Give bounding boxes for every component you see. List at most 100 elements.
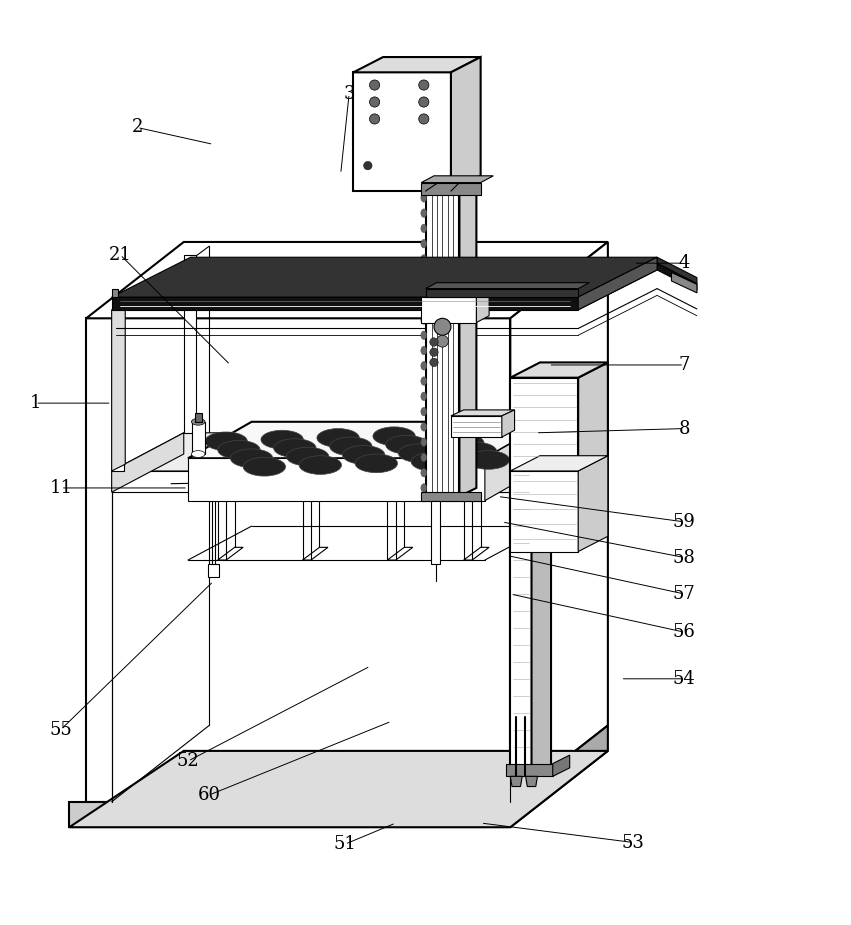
Ellipse shape <box>421 423 426 431</box>
Polygon shape <box>69 802 511 827</box>
Ellipse shape <box>355 454 397 473</box>
Text: 3: 3 <box>344 84 355 103</box>
Polygon shape <box>421 176 494 182</box>
Ellipse shape <box>299 456 341 475</box>
Text: 55: 55 <box>49 721 72 739</box>
Polygon shape <box>421 492 481 500</box>
Text: 8: 8 <box>678 420 690 438</box>
Ellipse shape <box>421 285 426 294</box>
Ellipse shape <box>421 240 426 248</box>
Circle shape <box>369 80 380 90</box>
Ellipse shape <box>274 438 316 457</box>
Polygon shape <box>426 283 589 289</box>
Text: 53: 53 <box>622 833 645 852</box>
Polygon shape <box>426 289 578 297</box>
Polygon shape <box>111 303 125 471</box>
Ellipse shape <box>191 418 205 426</box>
Text: 11: 11 <box>49 479 72 497</box>
Polygon shape <box>657 264 697 290</box>
Polygon shape <box>192 422 205 454</box>
Polygon shape <box>431 500 440 564</box>
Text: 54: 54 <box>673 670 695 688</box>
Polygon shape <box>188 422 549 458</box>
Polygon shape <box>578 264 657 310</box>
Polygon shape <box>302 548 328 560</box>
Polygon shape <box>460 182 477 497</box>
Ellipse shape <box>386 436 428 454</box>
Circle shape <box>369 97 380 107</box>
Polygon shape <box>208 564 219 577</box>
Polygon shape <box>511 725 608 827</box>
Text: 7: 7 <box>678 356 690 374</box>
Ellipse shape <box>421 453 426 462</box>
Polygon shape <box>218 548 243 560</box>
Ellipse shape <box>373 426 415 446</box>
Polygon shape <box>421 297 477 323</box>
Polygon shape <box>111 433 184 492</box>
Polygon shape <box>578 363 608 471</box>
Polygon shape <box>502 410 515 437</box>
Text: 56: 56 <box>673 623 695 641</box>
Ellipse shape <box>454 442 497 461</box>
Circle shape <box>363 161 372 170</box>
Polygon shape <box>111 289 118 297</box>
Polygon shape <box>387 548 413 560</box>
Circle shape <box>434 318 451 335</box>
Polygon shape <box>353 72 451 191</box>
Polygon shape <box>111 471 523 492</box>
Ellipse shape <box>317 428 359 447</box>
Ellipse shape <box>243 457 286 476</box>
Polygon shape <box>578 456 608 551</box>
Text: 59: 59 <box>673 512 695 531</box>
Ellipse shape <box>421 209 426 217</box>
Ellipse shape <box>421 315 426 325</box>
Polygon shape <box>511 363 608 377</box>
Ellipse shape <box>467 450 510 469</box>
Polygon shape <box>426 191 460 497</box>
Polygon shape <box>657 257 697 284</box>
Polygon shape <box>111 297 578 310</box>
Ellipse shape <box>421 392 426 401</box>
Circle shape <box>419 80 429 90</box>
Polygon shape <box>69 751 608 827</box>
Ellipse shape <box>205 432 248 450</box>
Ellipse shape <box>421 438 426 447</box>
Circle shape <box>437 335 448 347</box>
Polygon shape <box>451 410 515 416</box>
Text: 2: 2 <box>131 118 143 137</box>
Polygon shape <box>451 57 481 191</box>
Circle shape <box>430 348 438 356</box>
Ellipse shape <box>421 193 426 202</box>
Polygon shape <box>86 242 608 318</box>
Polygon shape <box>195 413 203 422</box>
Polygon shape <box>511 456 608 471</box>
Text: 1: 1 <box>30 394 41 413</box>
Circle shape <box>430 358 438 366</box>
Polygon shape <box>111 310 124 471</box>
Ellipse shape <box>421 468 426 477</box>
Ellipse shape <box>191 450 205 457</box>
Polygon shape <box>353 57 481 72</box>
Ellipse shape <box>421 301 426 309</box>
Text: 52: 52 <box>177 752 199 771</box>
Polygon shape <box>526 776 538 786</box>
Text: 60: 60 <box>197 786 220 804</box>
Circle shape <box>430 338 438 346</box>
Polygon shape <box>485 422 549 500</box>
Polygon shape <box>511 377 578 471</box>
Polygon shape <box>464 548 489 560</box>
Ellipse shape <box>329 437 372 456</box>
Ellipse shape <box>442 434 484 452</box>
Polygon shape <box>671 273 697 293</box>
Ellipse shape <box>261 430 303 449</box>
Polygon shape <box>511 776 523 786</box>
Polygon shape <box>511 471 532 776</box>
Polygon shape <box>506 764 553 776</box>
Ellipse shape <box>421 270 426 278</box>
Ellipse shape <box>421 224 426 232</box>
Polygon shape <box>188 458 485 500</box>
Text: 4: 4 <box>678 254 690 272</box>
Polygon shape <box>421 182 481 195</box>
Ellipse shape <box>421 331 426 339</box>
Polygon shape <box>578 257 657 303</box>
